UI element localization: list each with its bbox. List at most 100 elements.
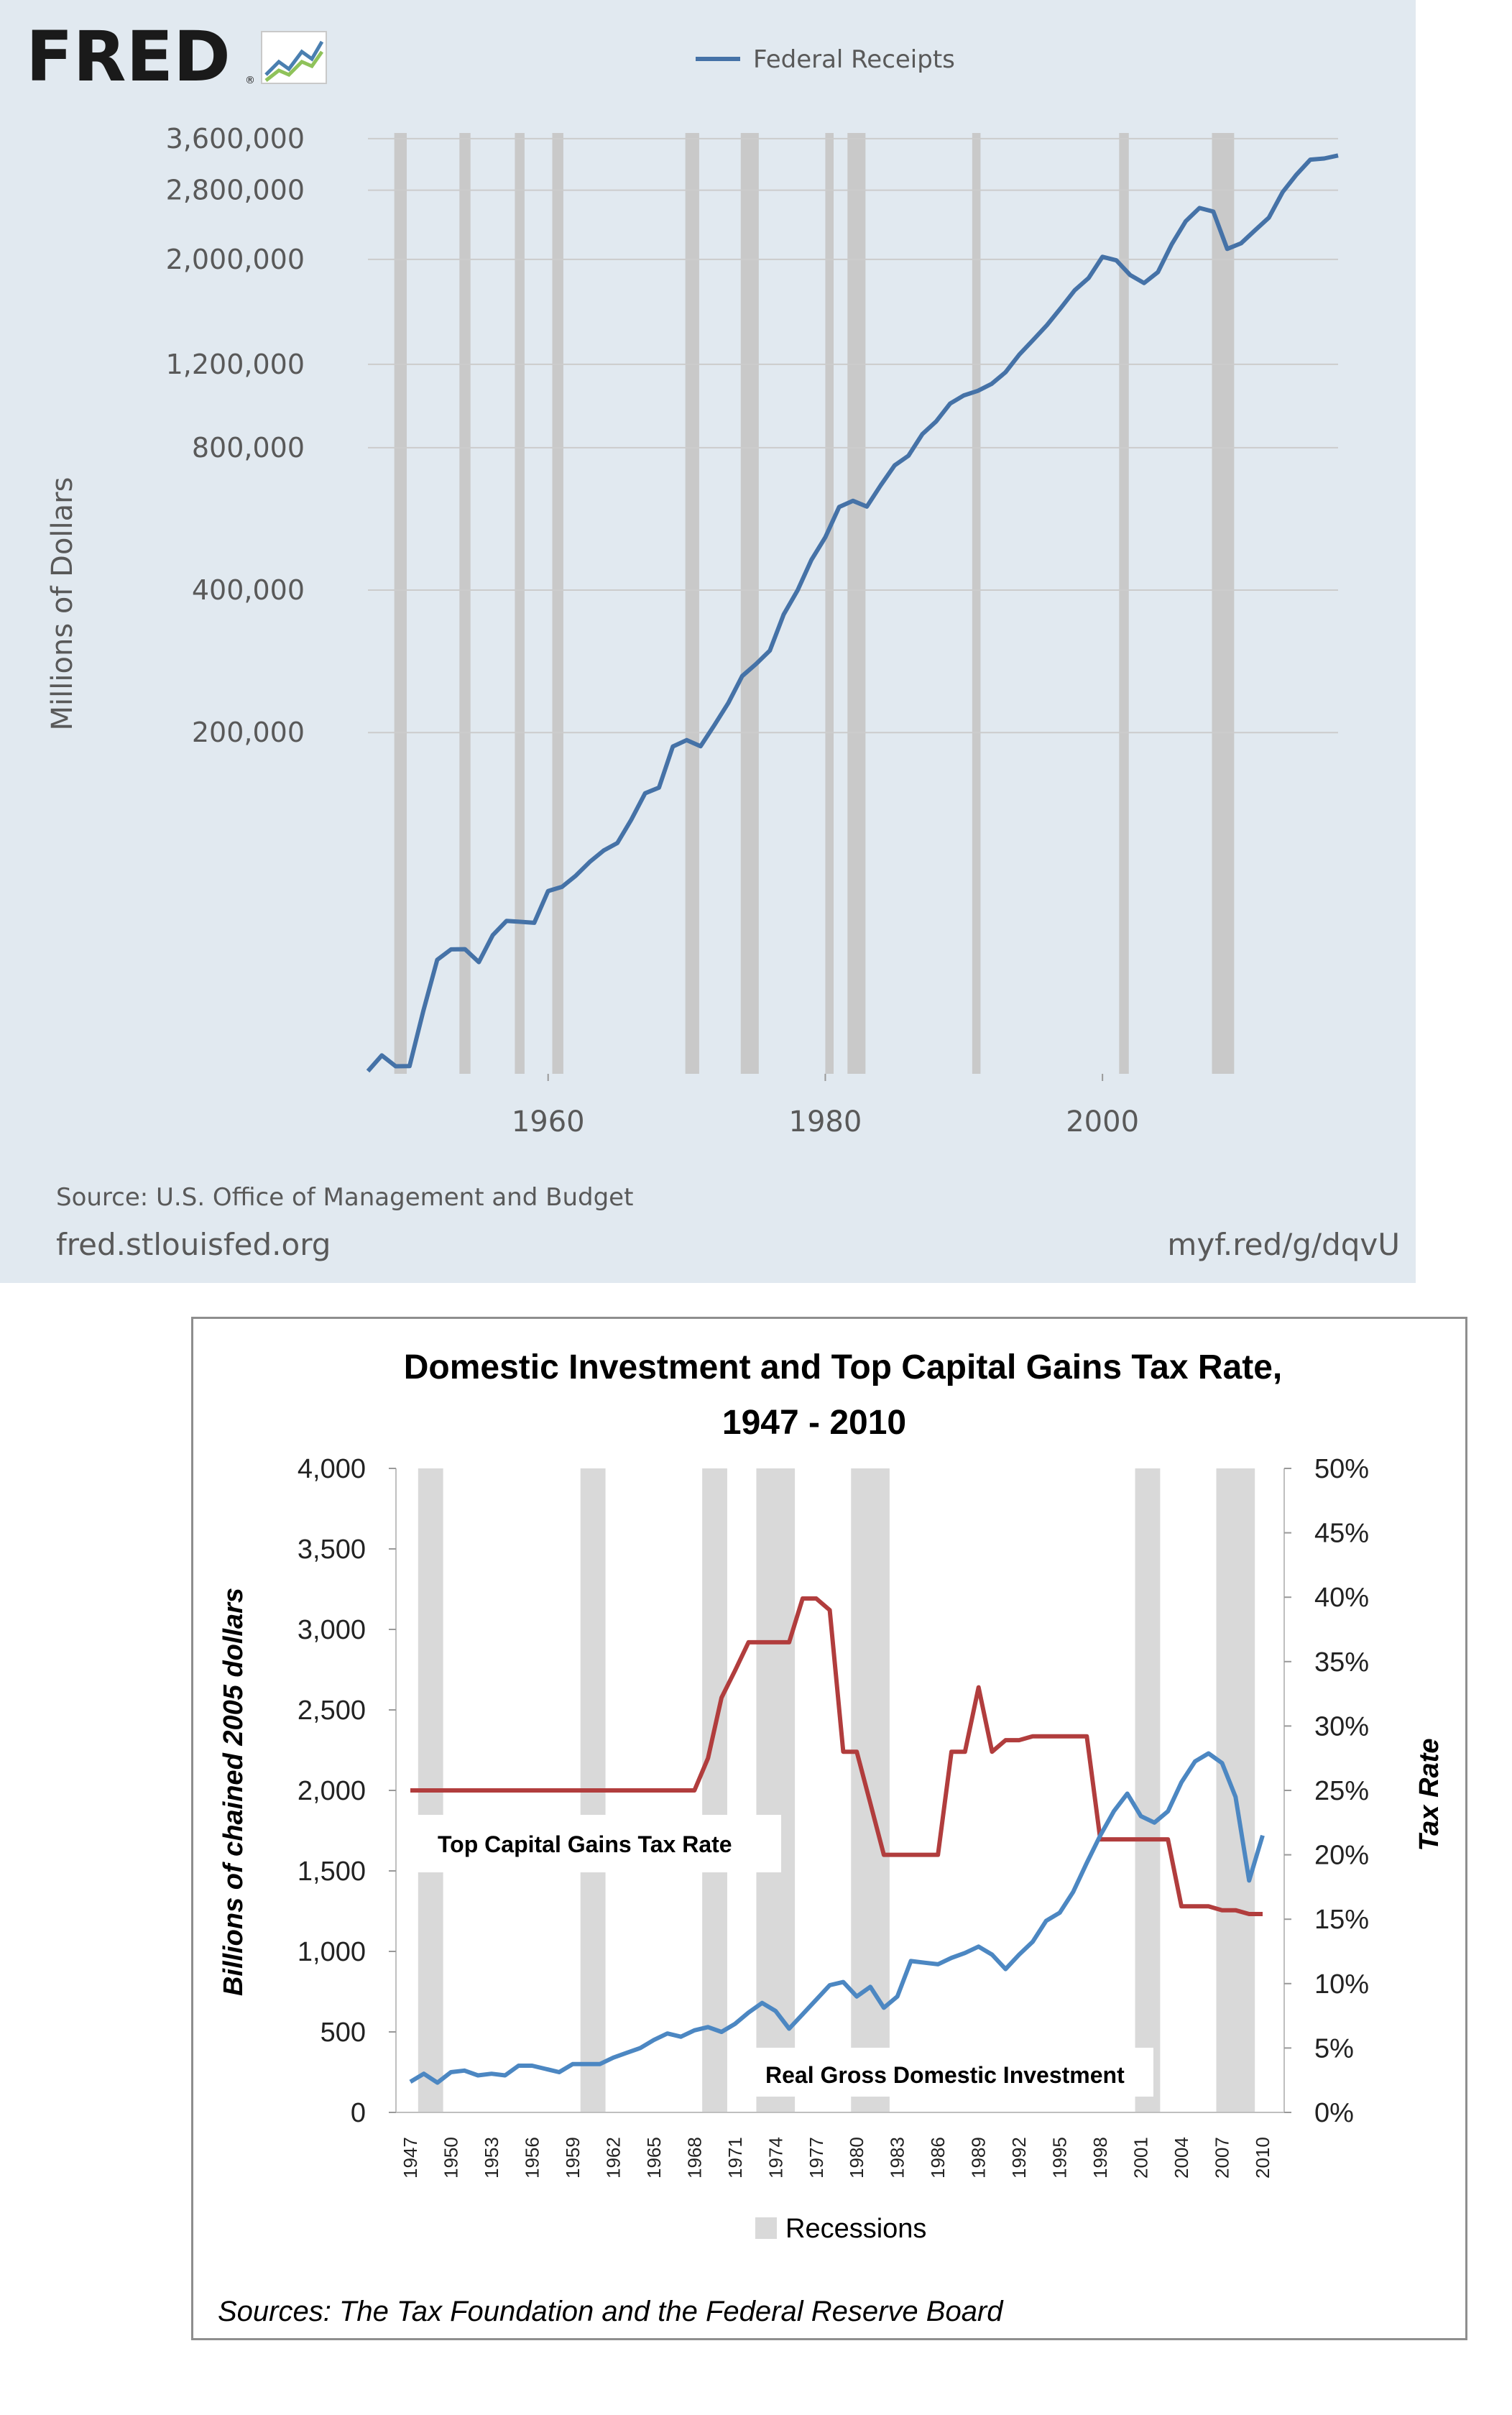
short-link[interactable]: myf.red/g/dqvU bbox=[1167, 1227, 1400, 1262]
source-text: Source: U.S. Office of Management and Bu… bbox=[56, 1183, 633, 1212]
x-tick-label: 1960 bbox=[512, 1105, 585, 1138]
x-tick-label: 2001 bbox=[1130, 2137, 1152, 2179]
x-tick-label: 1983 bbox=[887, 2137, 908, 2179]
x-tick-label: 1956 bbox=[521, 2137, 543, 2179]
legend-swatch-recessions bbox=[755, 2217, 777, 2239]
right-axis-title: Tax Rate bbox=[1414, 1739, 1444, 1852]
left-tick-label: 3,500 bbox=[298, 1535, 366, 1565]
left-tick-label: 3,000 bbox=[298, 1615, 366, 1645]
series-line-federal-receipts bbox=[366, 153, 1339, 1073]
right-tick-label: 15% bbox=[1314, 1905, 1369, 1935]
left-tick-label: 0 bbox=[351, 2098, 366, 2128]
right-tick-label: 0% bbox=[1314, 2098, 1354, 2128]
right-tick-label: 5% bbox=[1314, 2033, 1354, 2064]
left-tick-label: 2,000 bbox=[298, 1776, 366, 1806]
recession-band-8 bbox=[972, 133, 981, 1074]
right-tick-label: 10% bbox=[1314, 1969, 1369, 2000]
left-tick-label: 1,000 bbox=[298, 1937, 366, 1967]
y-axis-label: Millions of Dollars bbox=[46, 477, 79, 731]
y-tick-label: 1,200,000 bbox=[166, 349, 305, 380]
right-tick-label: 30% bbox=[1314, 1711, 1369, 1742]
recession-band-2 bbox=[702, 1468, 727, 2112]
fred-logo[interactable]: FRED bbox=[26, 17, 231, 97]
x-tick-label: 1986 bbox=[927, 2137, 949, 2179]
x-tick-label: 1953 bbox=[481, 2137, 502, 2179]
x-tick-label: 2000 bbox=[1066, 1105, 1139, 1138]
right-tick-label: 25% bbox=[1314, 1776, 1369, 1806]
right-tick-label: 35% bbox=[1314, 1647, 1369, 1678]
recession-bands bbox=[418, 1468, 1255, 2112]
fred-chart-svg: FRED ® Federal Receipts 3,600,000 2,800,0… bbox=[26, 17, 1400, 1262]
right-tick-label: 20% bbox=[1314, 1841, 1369, 1871]
chart-title-line2: 1947 - 2010 bbox=[722, 1404, 906, 1442]
x-tick-label: 2004 bbox=[1171, 2137, 1192, 2179]
chart-title-line1: Domestic Investment and Top Capital Gain… bbox=[404, 1348, 1283, 1386]
recession-band-6 bbox=[1216, 1468, 1255, 2112]
left-tick-label: 2,500 bbox=[298, 1696, 366, 1726]
x-tick-label: 1977 bbox=[806, 2137, 827, 2179]
x-axis-ticks: 1947 1950 1953 1956 1959 1962 1965 1968 1971 1974… bbox=[400, 2137, 1273, 2179]
x-tick-label: 2010 bbox=[1252, 2137, 1273, 2179]
site-link[interactable]: fred.stlouisfed.org bbox=[56, 1227, 331, 1262]
tax-chart-panel: Domestic Investment and Top Capital Gain… bbox=[191, 1317, 1467, 2340]
legend-label-recessions: Recessions bbox=[785, 2214, 926, 2244]
x-axis-ticks: 1960 1980 2000 bbox=[512, 1074, 1139, 1138]
y-tick-label: 400,000 bbox=[192, 574, 305, 606]
recession-band-6 bbox=[825, 133, 834, 1074]
right-tick-label: 50% bbox=[1314, 1454, 1369, 1484]
x-tick-label: 1992 bbox=[1008, 2137, 1030, 2179]
recession-band-5 bbox=[740, 133, 759, 1074]
x-tick-label: 1995 bbox=[1049, 2137, 1071, 2179]
y-tick-label: 2,800,000 bbox=[166, 175, 305, 206]
x-tick-label: 1998 bbox=[1089, 2137, 1111, 2179]
fred-logo-registered: ® bbox=[245, 75, 255, 86]
x-tick-label: 1980 bbox=[789, 1105, 862, 1138]
right-axis-ticks: 0% 5% 10% 15% 20% 25% 30% 35% 40% 45% 50% bbox=[1284, 1454, 1369, 2128]
fred-chart-panel: FRED ® Federal Receipts 3,600,000 2,800,0… bbox=[0, 0, 1416, 1283]
x-tick-label: 1989 bbox=[968, 2137, 990, 2179]
recession-band-10 bbox=[1212, 133, 1235, 1074]
investment-series-label: Real Gross Domestic Investment bbox=[765, 2062, 1125, 2088]
y-tick-label: 2,000,000 bbox=[166, 244, 305, 275]
recession-band-5 bbox=[1135, 1468, 1161, 2112]
left-tick-label: 4,000 bbox=[298, 1454, 366, 1484]
left-axis-title: Billions of chained 2005 dollars bbox=[218, 1588, 249, 1996]
fred-logo-chart-icon bbox=[261, 31, 327, 84]
right-tick-label: 40% bbox=[1314, 1583, 1369, 1613]
left-tick-label: 500 bbox=[321, 2018, 366, 2048]
sources-text: Sources: The Tax Foundation and the Fede… bbox=[218, 2296, 1004, 2327]
left-tick-label: 1,500 bbox=[298, 1857, 366, 1887]
x-tick-label: 1950 bbox=[440, 2137, 461, 2179]
x-tick-label: 1962 bbox=[602, 2137, 624, 2179]
x-tick-label: 1980 bbox=[846, 2137, 867, 2179]
y-tick-label: 800,000 bbox=[192, 432, 305, 464]
x-tick-label: 1968 bbox=[683, 2137, 705, 2179]
x-tick-label: 1947 bbox=[400, 2137, 421, 2179]
investment-label-box bbox=[750, 2048, 1153, 2097]
x-tick-label: 1974 bbox=[765, 2137, 786, 2179]
tax-rate-label-box bbox=[418, 1815, 781, 1872]
recession-band-7 bbox=[847, 133, 866, 1074]
y-tick-label: 200,000 bbox=[192, 717, 305, 748]
y-axis-ticks: 3,600,000 2,800,000 2,000,000 1,200,000 800,… bbox=[166, 123, 305, 748]
x-tick-label: 1965 bbox=[643, 2137, 665, 2179]
recession-band-1 bbox=[459, 133, 471, 1074]
right-tick-label: 45% bbox=[1314, 1519, 1369, 1549]
recession-band-4 bbox=[851, 1468, 890, 2112]
recession-band-9 bbox=[1119, 133, 1129, 1074]
x-tick-label: 1971 bbox=[724, 2137, 746, 2179]
tax-chart-svg: Domestic Investment and Top Capital Gain… bbox=[218, 1348, 1444, 2327]
gridlines bbox=[368, 137, 1338, 734]
tax-rate-series-label: Top Capital Gains Tax Rate bbox=[438, 1831, 732, 1857]
recession-band-2 bbox=[515, 133, 525, 1074]
series-line-investment bbox=[409, 1751, 1265, 2085]
recession-band-4 bbox=[685, 133, 699, 1074]
recession-bands bbox=[394, 133, 1235, 1074]
recession-band-0 bbox=[394, 133, 407, 1074]
left-axis-ticks: 0 500 1,000 1,500 2,000 2,500 3,000 3,500 4,000 bbox=[298, 1454, 396, 2128]
x-tick-label: 1959 bbox=[562, 2137, 584, 2179]
recession-band-3 bbox=[756, 1468, 796, 2112]
series-line-tax-rate bbox=[410, 1596, 1263, 1916]
x-tick-label: 2007 bbox=[1212, 2137, 1233, 2179]
legend-label-federal-receipts: Federal Receipts bbox=[753, 45, 955, 74]
